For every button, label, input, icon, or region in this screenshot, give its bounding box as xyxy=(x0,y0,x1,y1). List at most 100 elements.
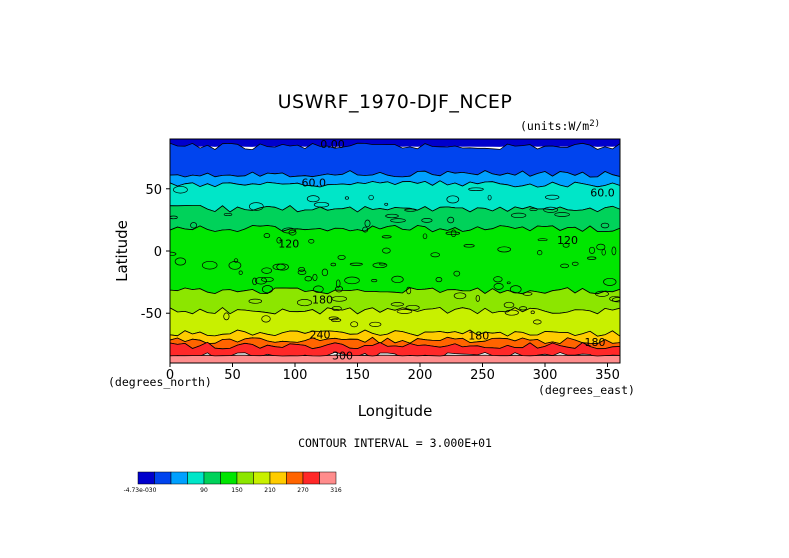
contour-detail-line xyxy=(522,291,533,296)
contour-detail-line xyxy=(396,309,413,314)
contour-detail-line xyxy=(603,277,617,286)
contour-detail-line xyxy=(571,261,579,266)
contour-detail-line xyxy=(506,281,511,285)
contour-detail-line xyxy=(272,263,286,271)
contour-detail-line xyxy=(381,235,392,239)
contour-detail-line xyxy=(543,206,558,213)
colorbar-labels: -4.73e-030 90 150 210 270 316 xyxy=(124,487,342,494)
contour-detail-line xyxy=(371,279,378,283)
contour-detail-line xyxy=(313,285,324,293)
contour-detail-line xyxy=(308,239,315,244)
contour-detail-line xyxy=(313,201,330,208)
lat-band xyxy=(170,354,620,363)
x-unit-label-left: (degrees_north) xyxy=(108,375,212,389)
x-tick-label: 50 xyxy=(224,368,241,383)
colorbar-swatch xyxy=(286,471,304,485)
contour-detail-line xyxy=(330,262,337,267)
contour-detail-line xyxy=(497,246,512,253)
contour-detail-line xyxy=(519,306,528,311)
contour-label: 300 xyxy=(332,350,353,363)
contour-detail-line xyxy=(238,270,243,275)
contour-detail-line xyxy=(304,276,313,282)
colorbar-swatch xyxy=(170,471,188,485)
contour-label: 180 xyxy=(312,294,333,307)
contour-detail-line xyxy=(223,212,233,217)
contour-detail-line xyxy=(350,321,359,328)
contour-detail-line xyxy=(422,233,428,240)
contour-detail-line xyxy=(174,257,187,266)
colorbar-swatch xyxy=(220,471,238,485)
contour-detail-line xyxy=(587,256,597,260)
contour-field xyxy=(170,139,620,363)
colorbar-label: 316 xyxy=(330,487,342,494)
units-label: (units:W/m2) xyxy=(520,119,600,133)
contour-detail-line xyxy=(288,229,297,236)
contour-detail-line xyxy=(537,238,548,242)
colorbar-swatch xyxy=(302,471,320,485)
contour-detail-line xyxy=(201,260,218,270)
contour-detail-line xyxy=(261,315,271,323)
contour-detail-line xyxy=(601,249,606,256)
x-axis-ticks: 0 50 100 150 200 250 300 350 xyxy=(166,363,620,383)
contour-detail-line xyxy=(445,231,461,236)
contour-detail-line xyxy=(255,276,267,285)
contour-detail-line xyxy=(306,195,320,203)
contour-detail-line xyxy=(453,292,467,300)
contour-detail-line xyxy=(493,276,503,283)
x-tick-label: 150 xyxy=(345,368,370,383)
contour-detail-line xyxy=(330,318,342,322)
contour-detail-line xyxy=(405,304,420,311)
chart-title: USWRF_1970-DJF_NCEP xyxy=(278,91,513,113)
x-tick-label: 100 xyxy=(283,368,308,383)
contour-label: 60.0 xyxy=(590,187,615,200)
x-unit-label-right: (degrees_east) xyxy=(538,383,635,397)
contour-detail-line xyxy=(609,295,620,302)
units-text: (units:W/m xyxy=(520,119,589,133)
units-exponent: 2) xyxy=(589,119,600,129)
x-axis-label: Longitude xyxy=(358,402,433,420)
y-tick-label: -50 xyxy=(141,307,162,322)
contour-detail-line xyxy=(223,312,230,321)
x-tick-label: 250 xyxy=(470,368,495,383)
contour-detail-line xyxy=(263,233,271,239)
contour-detail-line xyxy=(349,262,363,266)
contour-detail-line xyxy=(261,267,273,274)
contour-detail-line xyxy=(298,266,305,272)
colorbar-swatch xyxy=(253,471,271,485)
colorbar-swatch xyxy=(203,471,221,485)
contour-detail-line xyxy=(510,212,527,219)
colorbar xyxy=(137,471,337,485)
contour-detail-line xyxy=(362,226,369,233)
colorbar-label: 210 xyxy=(264,487,276,494)
contour-detail-line xyxy=(170,215,178,220)
contour-detail-line xyxy=(331,295,348,302)
contour-detail-line xyxy=(296,299,313,307)
contour-detail-line xyxy=(404,208,417,212)
contour-detail-line xyxy=(503,301,515,309)
contour-detail-line xyxy=(430,252,440,258)
contour-detail-line xyxy=(595,290,609,297)
colorbar-label: 150 xyxy=(231,487,243,494)
contour-detail-line xyxy=(252,277,258,286)
colorbar-label: 270 xyxy=(297,487,309,494)
contour-detail-line xyxy=(453,270,461,277)
x-tick-label: 350 xyxy=(595,368,620,383)
contour-detail-line xyxy=(475,294,480,302)
y-tick-label: 0 xyxy=(154,245,162,260)
contour-label: 180 xyxy=(585,336,606,349)
x-tick-label: 300 xyxy=(533,368,558,383)
y-axis-ticks: 50 0 -50 xyxy=(141,183,170,322)
colorbar-swatch xyxy=(154,471,172,485)
y-axis-label: Latitude xyxy=(113,220,131,282)
contour-detail-line xyxy=(529,207,538,212)
lat-band xyxy=(170,142,620,178)
contour-detail-line xyxy=(173,185,188,194)
contour-detail-line xyxy=(382,247,391,254)
contour-detail-line xyxy=(509,285,522,294)
contour-detail-line xyxy=(611,246,617,256)
contour-detail-line xyxy=(390,218,406,223)
contour-detail-line xyxy=(248,298,263,304)
contour-detail-line xyxy=(560,263,570,269)
contour-detail-line xyxy=(596,243,606,251)
